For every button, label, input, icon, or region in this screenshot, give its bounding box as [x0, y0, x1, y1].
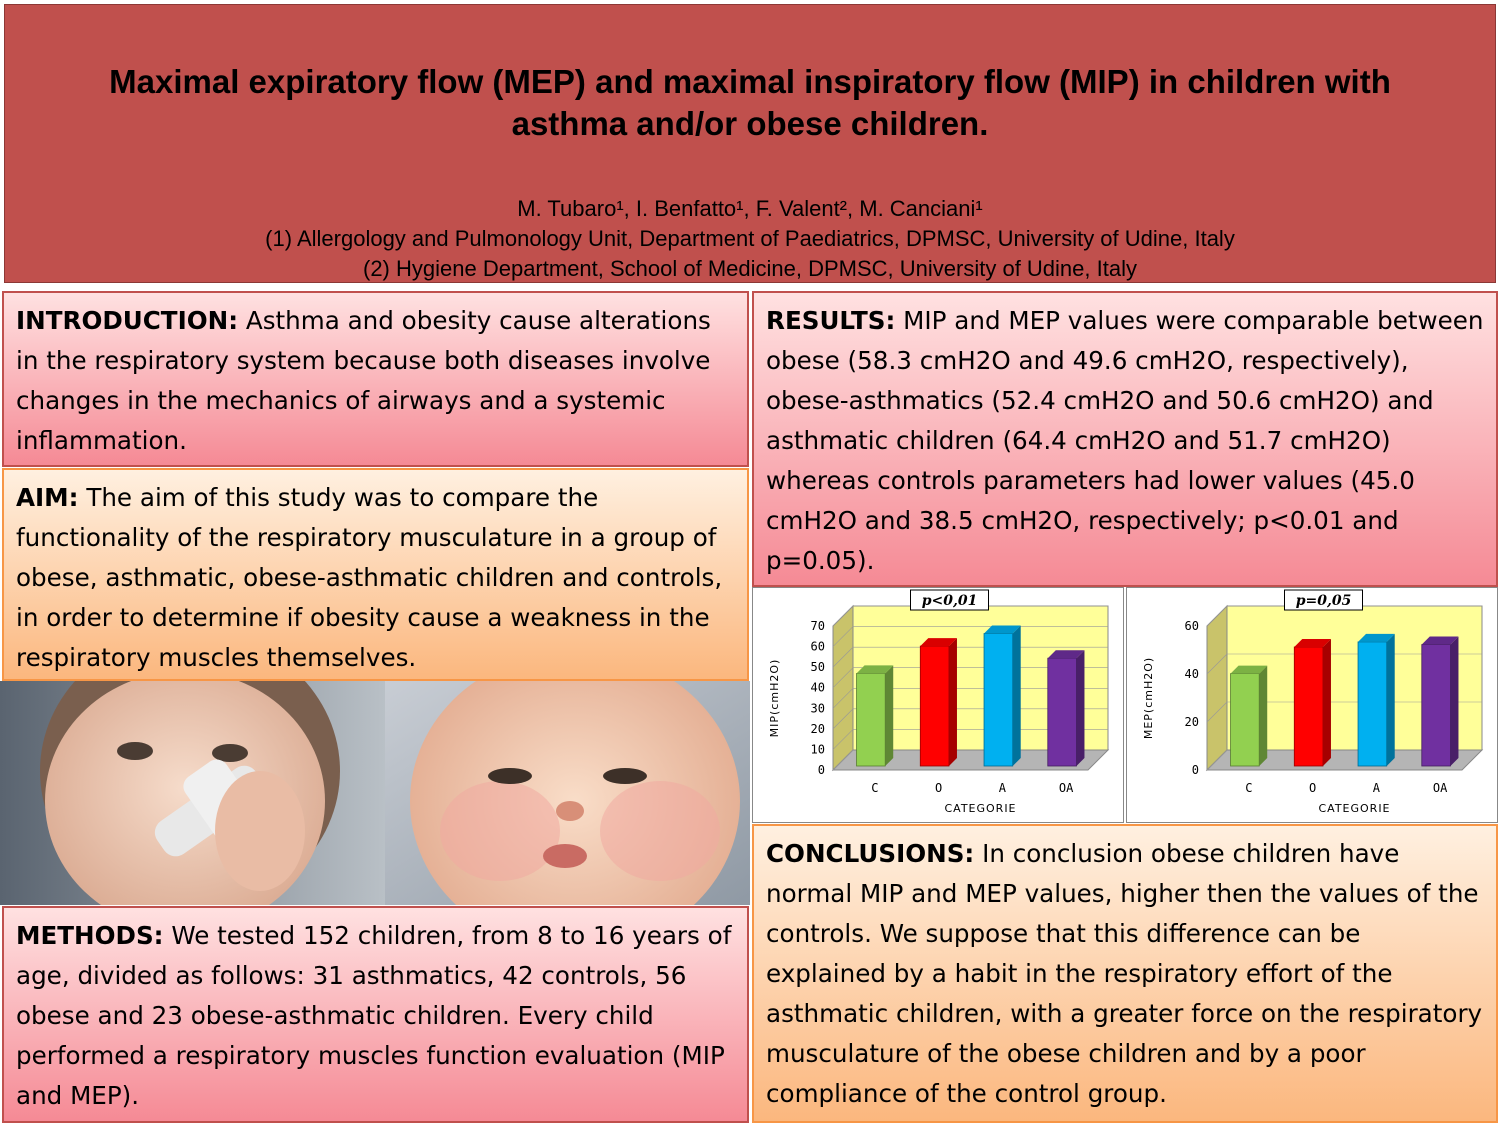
title-line-2: asthma and/or obese children. — [511, 105, 989, 142]
bar-oa — [1421, 644, 1451, 767]
conclusions-panel: CONCLUSIONS: In conclusion obese childre… — [752, 824, 1498, 1123]
gridline-side — [832, 688, 854, 709]
gridline-side — [832, 667, 854, 688]
children-photo-illustration — [0, 681, 750, 905]
bar-side-c — [1259, 665, 1268, 766]
p-value-box — [1284, 589, 1363, 611]
p-value-box — [910, 589, 989, 611]
y-tick-label: 10 — [811, 742, 825, 756]
gridline-side — [832, 605, 854, 627]
affiliation-2: (2) Hygiene Department, School of Medici… — [363, 256, 1137, 281]
x-tick-label: O — [1309, 781, 1316, 795]
bar-side-c — [885, 665, 894, 766]
gridline-side — [832, 646, 854, 668]
poster-title: Maximal expiratory flow (MEP) and maxima… — [15, 61, 1485, 145]
gridline-side — [832, 749, 854, 771]
bar-a — [983, 633, 1014, 767]
bar-top-a — [984, 625, 1021, 634]
bar-top-c — [1230, 665, 1268, 674]
aim-text: The aim of this study was to compare the… — [16, 483, 723, 672]
bar-side-oa — [1076, 650, 1085, 766]
authors: M. Tubaro¹, I. Benfatto¹, F. Valent², M.… — [517, 196, 983, 221]
x-tick-label: O — [935, 781, 942, 795]
bar-side-o — [948, 638, 957, 766]
methods-panel: METHODS: We tested 152 children, from 8 … — [2, 906, 749, 1123]
mip-chart: 0 10 20 30 40 50 60 70 C O A OA CATEGORIE MIP(cmH2O) p… — [752, 587, 1124, 823]
gridline-side — [832, 708, 854, 730]
poster-header: Maximal expiratory flow (MEP) and maxima… — [4, 4, 1496, 283]
plot-side-wall — [1206, 604, 1228, 772]
charts-area: 0 10 20 30 40 50 60 70 C O A OA CATEGORIE MIP(cmH2O) p… — [752, 587, 1498, 823]
bar-o — [919, 645, 950, 767]
x-tick-label: C — [871, 781, 878, 795]
y-tick-label: 0 — [1192, 763, 1199, 777]
y-tick-label: 20 — [1185, 715, 1199, 729]
conclusions-heading: CONCLUSIONS: — [766, 839, 975, 868]
bar-side-a — [1012, 625, 1021, 766]
y-tick-label: 40 — [811, 681, 825, 695]
bar-top-a — [1358, 633, 1395, 642]
bar-top-oa — [1047, 650, 1085, 659]
bar-oa — [1047, 657, 1077, 767]
bar-side-o — [1322, 638, 1331, 766]
methods-heading: METHODS: — [16, 921, 164, 950]
results-heading: RESULTS: — [766, 306, 896, 335]
y-tick-label: 50 — [811, 660, 825, 674]
y-tick-label: 40 — [1185, 667, 1199, 681]
mep-chart: 0 20 40 60 C O A OA CATEGORIE MEP(cmH2O) p=0,05 — [1126, 587, 1498, 823]
author-block: M. Tubaro¹, I. Benfatto¹, F. Valent², M.… — [5, 194, 1495, 284]
affiliation-1: (1) Allergology and Pulmonology Unit, De… — [265, 226, 1235, 251]
x-tick-label: A — [1373, 781, 1381, 795]
children-photo — [0, 681, 750, 905]
bar-top-o — [1294, 638, 1331, 647]
methods-text: We tested 152 children, from 8 to 16 yea… — [16, 921, 732, 1110]
y-tick-label: 20 — [811, 722, 825, 736]
p-value-label: p<0,01 — [922, 593, 978, 609]
results-text: MIP and MEP values were comparable betwe… — [766, 306, 1484, 575]
x-axis-label: CATEGORIE — [1318, 802, 1390, 815]
bar-o — [1293, 646, 1324, 767]
y-tick-label: 60 — [811, 640, 825, 654]
introduction-text: Asthma and obesity cause alterations in … — [16, 306, 711, 455]
x-tick-label: OA — [1059, 781, 1074, 795]
bar-c — [1230, 673, 1260, 767]
introduction-panel: INTRODUCTION: Asthma and obesity cause a… — [2, 291, 749, 467]
results-panel: RESULTS: MIP and MEP values were compara… — [752, 291, 1498, 587]
y-tick-label: 30 — [811, 701, 825, 715]
x-tick-label: A — [999, 781, 1007, 795]
y-tick-label: 70 — [811, 619, 825, 633]
bar-top-o — [920, 638, 957, 647]
gridline-side — [1206, 749, 1228, 771]
conclusions-text: In conclusion obese children have normal… — [766, 839, 1483, 1108]
bar-top-oa — [1421, 636, 1459, 645]
introduction-heading: INTRODUCTION: — [16, 306, 239, 335]
gridline-side — [1206, 701, 1228, 723]
gridline-side — [832, 729, 854, 750]
plot-side-wall — [832, 604, 854, 772]
y-axis-label: MIP(cmH2O) — [768, 659, 781, 738]
gridline-side — [1206, 605, 1228, 627]
gridline-side — [1206, 653, 1228, 675]
aim-panel: AIM: The aim of this study was to compar… — [2, 468, 749, 681]
x-tick-label: C — [1245, 781, 1252, 795]
y-tick-label: 0 — [818, 763, 825, 777]
bar-side-oa — [1450, 636, 1459, 766]
x-axis-label: CATEGORIE — [944, 802, 1016, 815]
gridline-side — [832, 626, 854, 647]
x-tick-label: OA — [1433, 781, 1448, 795]
p-value-label: p=0,05 — [1296, 593, 1352, 609]
bar-c — [856, 673, 886, 767]
y-axis-label: MEP(cmH2O) — [1142, 657, 1155, 739]
y-tick-label: 60 — [1185, 619, 1199, 633]
aim-heading: AIM: — [16, 483, 79, 512]
bar-side-a — [1386, 633, 1395, 766]
bar-a — [1357, 641, 1388, 767]
bar-top-c — [856, 665, 894, 674]
title-line-1: Maximal expiratory flow (MEP) and maxima… — [109, 63, 1391, 100]
